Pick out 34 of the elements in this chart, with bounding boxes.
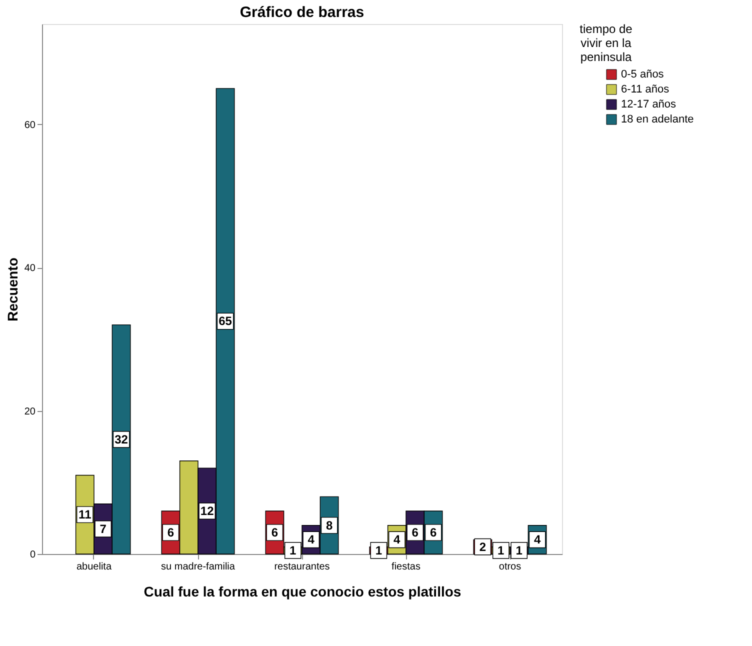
data-label: 65 — [218, 314, 232, 328]
data-label: 12 — [200, 504, 214, 518]
x-tick-label: su madre-familia — [161, 562, 236, 572]
y-tick-label: 0 — [30, 550, 36, 560]
data-label: 6 — [412, 526, 419, 540]
x-tick-label: fiestas — [392, 562, 420, 572]
legend-label: 0-5 años — [621, 68, 664, 80]
x-tick-label: abuelita — [76, 562, 112, 572]
x-axis-title: Cual fue la forma en que conocio estos platillos — [144, 584, 462, 600]
data-label: 6 — [167, 526, 174, 540]
data-label: 1 — [498, 543, 505, 558]
legend-label: 6-11 años — [621, 84, 670, 96]
chart-title: Gráfico de barras — [240, 4, 364, 21]
data-label: 1 — [290, 543, 297, 558]
x-tick-label: restaurantes — [274, 562, 330, 572]
data-label: 4 — [308, 532, 315, 547]
legend-label: 12-17 años — [621, 98, 677, 110]
data-label: 7 — [100, 522, 107, 536]
data-label: 4 — [394, 532, 401, 547]
y-tick-label: 40 — [24, 263, 36, 274]
data-label: 4 — [534, 532, 541, 547]
x-tick-label: otros — [498, 562, 522, 572]
data-label: 11 — [78, 508, 92, 522]
data-label: 32 — [114, 432, 128, 446]
data-label: 6 — [430, 526, 437, 540]
legend-title: tiempo de vivir en la peninsula — [580, 22, 633, 64]
y-axis-title: Recuento — [4, 258, 20, 322]
data-label: 2 — [479, 540, 486, 554]
data-label: 8 — [326, 518, 333, 532]
data-label: 1 — [516, 543, 523, 558]
data-label: 6 — [271, 526, 278, 540]
y-tick-label: 20 — [24, 406, 36, 418]
y-tick-label: 60 — [24, 120, 36, 131]
legend-label: 18 en adelante — [621, 114, 694, 126]
